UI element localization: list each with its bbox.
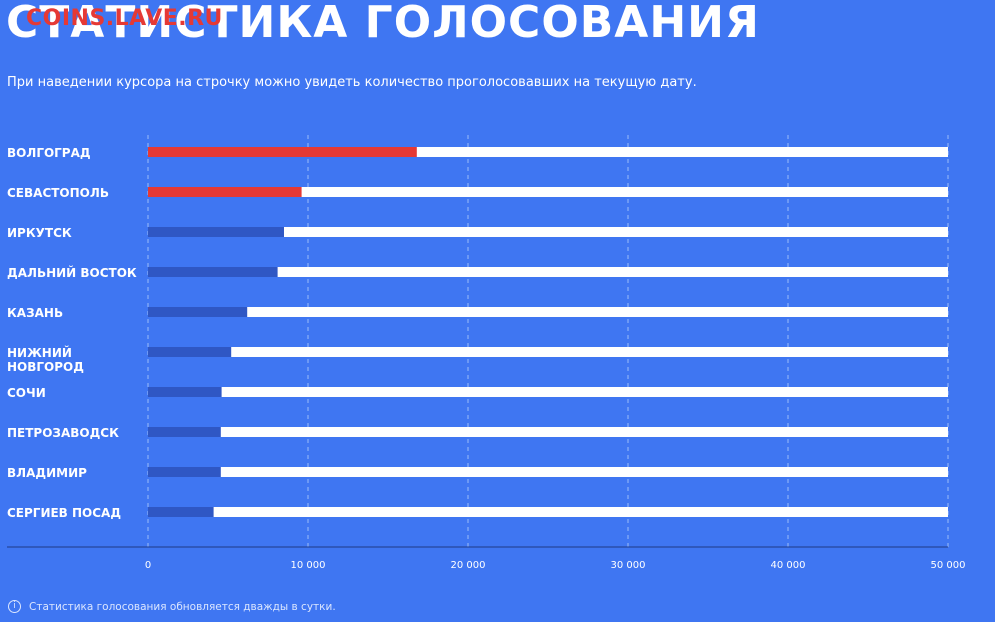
- bar-track-4: [148, 307, 948, 317]
- x-tick-label-3: 30 000: [611, 560, 646, 571]
- footer-note: i Статистика голосования обновляется два…: [8, 600, 336, 613]
- footer-note-text: Статистика голосования обновляется дважд…: [29, 600, 336, 613]
- bar-value-7[interactable]: [148, 427, 221, 437]
- bar-value-0[interactable]: [148, 147, 417, 157]
- bar-track-0: [148, 147, 948, 157]
- category-label-9: СЕРГИЕВ ПОСАД: [7, 506, 121, 520]
- page-title: СТАТИСТИКА ГОЛОСОВАНИЯ: [6, 0, 760, 48]
- bar-track-7: [148, 427, 948, 437]
- bar-value-8[interactable]: [148, 467, 221, 477]
- bar-value-6[interactable]: [148, 387, 222, 397]
- category-label-5: НИЖНИЙ НОВГОРОД: [7, 345, 84, 374]
- category-label-2: ИРКУТСК: [7, 226, 72, 240]
- x-tick-label-0: 0: [145, 560, 151, 571]
- category-label-6: СОЧИ: [7, 386, 46, 400]
- page-subtitle: При наведении курсора на строчку можно у…: [7, 75, 697, 90]
- bar-value-3[interactable]: [148, 267, 278, 277]
- x-tick-label-1: 10 000: [291, 560, 326, 571]
- category-label-7: ПЕТРОЗАВОДСК: [7, 426, 119, 440]
- category-label-8: ВЛАДИМИР: [7, 466, 87, 480]
- bar-track-3: [148, 267, 948, 277]
- bar-value-1[interactable]: [148, 187, 302, 197]
- bar-value-2[interactable]: [148, 227, 284, 237]
- category-label-4: КАЗАНЬ: [7, 306, 63, 320]
- info-icon: i: [8, 600, 21, 613]
- category-label-3: ДАЛЬНИЙ ВОСТОК: [7, 265, 137, 280]
- bar-track-2: [148, 227, 948, 237]
- bar-value-9[interactable]: [148, 507, 214, 517]
- x-tick-label-2: 20 000: [451, 560, 486, 571]
- bar-track-8: [148, 467, 948, 477]
- bar-track-6: [148, 387, 948, 397]
- category-label-1: СЕВАСТОПОЛЬ: [7, 186, 109, 200]
- bar-track-1: [148, 187, 948, 197]
- category-label-0: ВОЛГОГРАД: [7, 146, 91, 160]
- x-tick-label-4: 40 000: [771, 560, 806, 571]
- bar-track-9: [148, 507, 948, 517]
- bar-track-5: [148, 347, 948, 357]
- bar-value-4[interactable]: [148, 307, 248, 317]
- watermark-text: COINS.LAVE.RU: [26, 6, 223, 31]
- bar-value-5[interactable]: [148, 347, 232, 357]
- x-tick-label-5: 50 000: [931, 560, 966, 571]
